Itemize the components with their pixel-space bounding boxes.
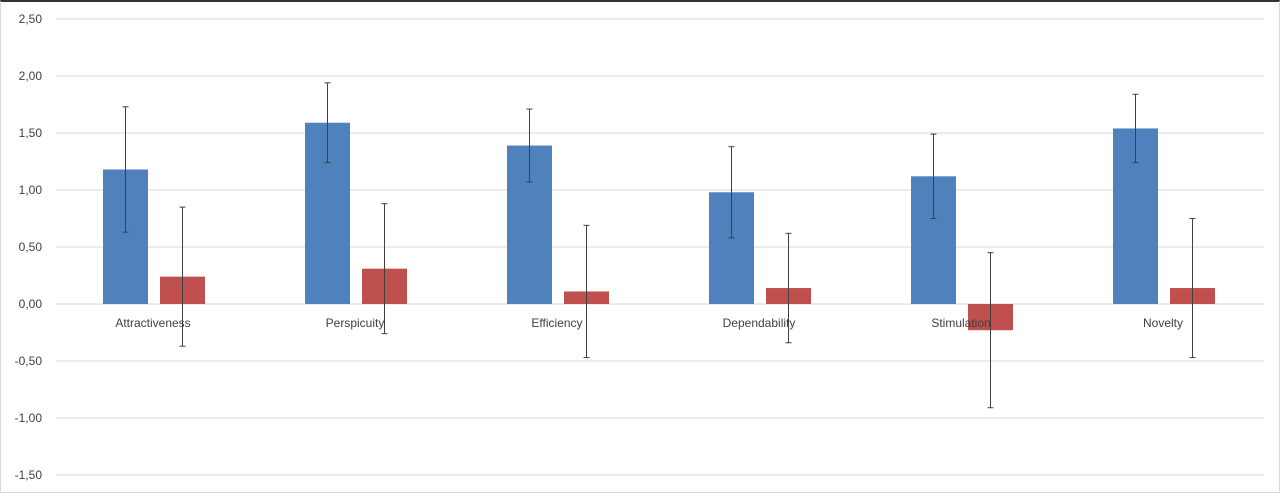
y-tick-label: 0,00 xyxy=(19,297,43,311)
y-tick-label: 2,00 xyxy=(19,69,43,83)
y-tick-label: -1,50 xyxy=(15,468,43,482)
y-tick-label: 2,50 xyxy=(19,12,43,26)
category-label: Novelty xyxy=(1143,316,1183,330)
y-tick-label: 1,50 xyxy=(19,126,43,140)
category-label: Perspicuity xyxy=(326,316,385,330)
category-label: Attractiveness xyxy=(115,316,190,330)
category-label: Efficiency xyxy=(531,316,582,330)
y-tick-label: 0,50 xyxy=(19,240,43,254)
category-label: Dependability xyxy=(723,316,796,330)
category-label: Stimulation xyxy=(931,316,990,330)
y-tick-label: 1,00 xyxy=(19,183,43,197)
y-tick-label: -1,00 xyxy=(15,411,43,425)
y-tick-label: -0,50 xyxy=(15,354,43,368)
